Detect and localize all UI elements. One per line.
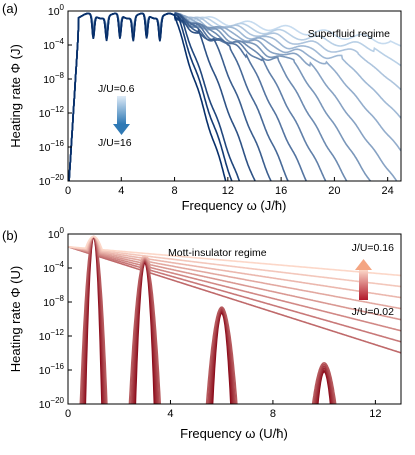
y-tick-label: 100 [48, 3, 65, 18]
panel-a-curves [68, 11, 401, 181]
y-tick-label: 10−12 [39, 328, 65, 343]
panel-a-y-axis-label: Heating rate Φ (J) [8, 44, 23, 148]
panel-a-label: (a) [2, 1, 18, 16]
series-line [68, 235, 401, 310]
panel-a-superfluid: (a) 0 4 8 12 16 20 24 100 10−4 10−8 10−12 10−16 10−… [2, 1, 402, 213]
x-tick-label: 24 [382, 185, 394, 197]
panel-b-mott-insulator: (b) 0 4 8 12 100 10−4 10−8 10−12 10−16 10−20 Fre… [2, 226, 402, 441]
series-line [68, 235, 401, 321]
y-tick-label: 100 [48, 226, 65, 241]
panel-a-y-ticks: 100 10−4 10−8 10−12 10−16 10−20 [39, 3, 72, 188]
y-tick-label: 10−8 [43, 294, 64, 309]
panel-a-axes-frame [67, 10, 402, 182]
panel-a-arrow-label-top: J/U=0.6 [98, 83, 135, 95]
x-tick-label: 16 [275, 185, 287, 197]
x-tick-label: 4 [118, 185, 124, 197]
x-tick-label: 0 [65, 185, 71, 197]
panel-b-x-axis-label: Frequency ω (U/ħ) [180, 426, 288, 441]
series-line [68, 235, 401, 332]
panel-b-arrow-label-top: J/U=0.16 [352, 242, 394, 254]
y-tick-label: 10−20 [39, 173, 65, 188]
y-tick-label: 10−12 [39, 105, 65, 120]
panel-b-curves [68, 235, 401, 404]
panel-b-arrow-icon [355, 259, 372, 300]
y-tick-label: 10−20 [39, 396, 65, 411]
panel-b-x-ticks: 0 4 8 12 [65, 400, 382, 420]
panel-b-label: (b) [2, 228, 18, 243]
panel-b-regime-label: Mott-insulator regime [168, 247, 267, 259]
series-line [68, 235, 401, 299]
x-tick-label: 4 [167, 408, 173, 420]
series-line [68, 12, 227, 181]
x-tick-label: 12 [369, 408, 381, 420]
x-tick-label: 0 [65, 408, 71, 420]
panel-a-x-ticks: 0 4 8 12 16 20 24 [65, 177, 394, 197]
series-line [80, 235, 336, 404]
panel-a-arrow-icon [113, 96, 130, 135]
series-line [68, 235, 401, 288]
series-line [79, 235, 337, 404]
panel-a-regime-label: Superfluid regime [308, 28, 390, 40]
y-tick-label: 10−8 [43, 71, 64, 86]
series-line [68, 235, 401, 277]
y-tick-label: 10−16 [39, 362, 65, 377]
x-tick-label: 12 [222, 185, 234, 197]
y-tick-label: 10−4 [43, 260, 64, 275]
panel-b-axes-frame [67, 233, 402, 405]
y-tick-label: 10−4 [43, 37, 64, 52]
series-line [68, 235, 401, 354]
series-line [68, 235, 401, 343]
x-tick-label: 20 [328, 185, 340, 197]
panel-b-arrow-label-bottom: J/U=0.02 [352, 306, 394, 318]
panel-a-x-axis-label: Frequency ω (J/ħ) [182, 198, 287, 213]
panel-b-y-ticks: 100 10−4 10−8 10−12 10−16 10−20 [39, 226, 72, 411]
x-tick-label: 8 [270, 408, 276, 420]
panel-b-y-axis-label: Heating rate Φ (U) [8, 266, 23, 372]
y-tick-label: 10−16 [39, 139, 65, 154]
x-tick-label: 8 [171, 185, 177, 197]
panel-a-arrow-label-bottom: J/U=16 [98, 137, 132, 149]
